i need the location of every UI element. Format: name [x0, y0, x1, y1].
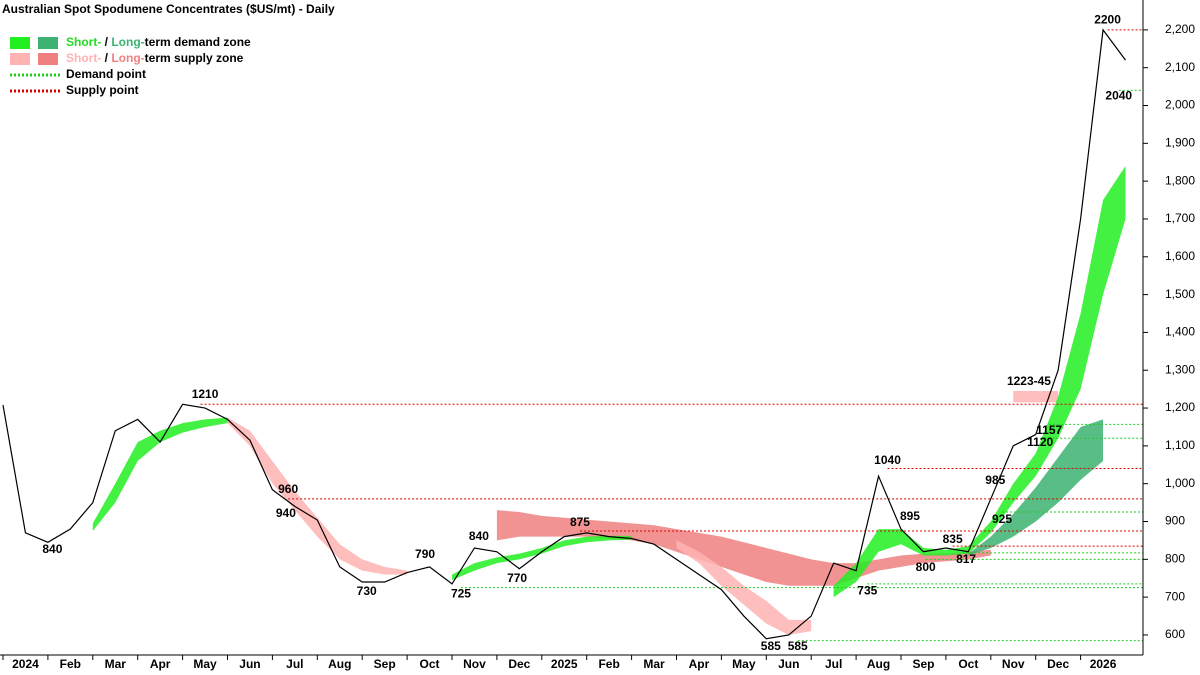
- x-tick-label: Aug: [328, 657, 351, 671]
- x-tick-label: 2026: [1090, 657, 1117, 671]
- point-label: 1223-45: [1007, 374, 1051, 388]
- y-tick-label: 900: [1165, 514, 1185, 528]
- y-tick-label: 1,900: [1165, 136, 1195, 150]
- x-tick-label: Nov: [1002, 657, 1025, 671]
- chart-title: Australian Spot Spodumene Concentrates (…: [2, 2, 335, 16]
- zone-band: [92, 417, 228, 531]
- point-label: 940: [276, 506, 296, 520]
- legend-entry: Short- / Long-term supply zone: [66, 51, 244, 65]
- plot-area: [2, 28, 1143, 642]
- legend-text: term supply zone: [145, 51, 244, 65]
- x-tick-label: 2024: [12, 657, 39, 671]
- legend-entry: Supply point: [66, 83, 139, 97]
- x-tick-label: Mar: [643, 657, 665, 671]
- y-tick-label: 1,700: [1165, 211, 1195, 225]
- y-tick-label: 700: [1165, 589, 1185, 603]
- y-tick-label: 1,800: [1165, 173, 1195, 187]
- x-tick-label: May: [193, 657, 217, 671]
- legend-swatch: [38, 37, 58, 49]
- point-label: 585: [761, 639, 781, 653]
- point-label: 840: [42, 542, 62, 556]
- x-tick-label: 2025: [551, 657, 578, 671]
- x-tick-label: Aug: [867, 657, 890, 671]
- y-tick-label: 600: [1165, 627, 1185, 641]
- zone-band: [833, 166, 1126, 598]
- price-line: [2, 28, 1126, 640]
- point-label: 2040: [1105, 89, 1132, 103]
- point-label: 817: [956, 552, 976, 566]
- point-label: 1120: [1027, 435, 1053, 449]
- legend-entry: Short- / Long-term demand zone: [66, 35, 251, 49]
- legend-entry: Demand point: [66, 67, 146, 81]
- y-tick-label: 1,100: [1165, 438, 1195, 452]
- y-tick-label: 1,200: [1165, 400, 1195, 414]
- x-tick-label: Oct: [958, 657, 978, 671]
- point-label: 895: [900, 509, 920, 523]
- y-tick-label: 1,000: [1165, 476, 1195, 490]
- point-label: 2200: [1094, 13, 1121, 27]
- x-tick-label: Apr: [689, 657, 710, 671]
- x-tick-label: Sep: [912, 657, 934, 671]
- y-tick-label: 800: [1165, 551, 1185, 565]
- point-label: 925: [992, 512, 1012, 526]
- x-tick-label: Jun: [239, 657, 260, 671]
- x-tick-label: Feb: [598, 657, 619, 671]
- x-tick-label: Oct: [420, 657, 440, 671]
- y-tick-label: 2,000: [1165, 98, 1195, 112]
- legend-swatch: [10, 53, 30, 65]
- y-tick-label: 1,600: [1165, 249, 1195, 263]
- x-tick-label: Dec: [508, 657, 530, 671]
- point-label: 735: [857, 583, 877, 597]
- legend-text: term demand zone: [145, 35, 251, 49]
- x-tick-label: Nov: [463, 657, 486, 671]
- point-label: 730: [357, 584, 377, 598]
- point-label: 770: [507, 571, 527, 585]
- x-tick-label: Dec: [1047, 657, 1069, 671]
- y-tick-label: 2,100: [1165, 60, 1195, 74]
- point-label: 985: [985, 473, 1005, 487]
- y-tick-label: 2,200: [1165, 22, 1195, 36]
- x-tick-label: Feb: [60, 657, 81, 671]
- zone-band: [968, 419, 1104, 556]
- legend-text: Long-: [111, 35, 144, 49]
- point-label: 725: [451, 586, 471, 600]
- y-tick-label: 1,300: [1165, 362, 1195, 376]
- zone-band: [676, 540, 812, 635]
- y-tick-label: 1,400: [1165, 325, 1195, 339]
- zone-band: [1013, 391, 1059, 403]
- x-tick-label: Jul: [825, 657, 842, 671]
- zone-band: [227, 417, 408, 575]
- point-label: 790: [415, 547, 435, 561]
- zone-band: [496, 510, 991, 586]
- point-label: 875: [570, 515, 590, 529]
- legend-swatch: [38, 53, 58, 65]
- x-tick-label: Sep: [374, 657, 396, 671]
- x-tick-label: May: [732, 657, 756, 671]
- x-tick-label: Mar: [105, 657, 127, 671]
- y-tick-label: 1,500: [1165, 287, 1195, 301]
- legend-swatch: [10, 37, 30, 49]
- legend-text: Short-: [66, 51, 101, 65]
- legend-text: Short-: [66, 35, 101, 49]
- x-tick-label: Jul: [286, 657, 303, 671]
- legend-text: /: [101, 51, 111, 65]
- point-label: 1210: [192, 387, 219, 401]
- legend-text: /: [101, 35, 111, 49]
- point-label: 1040: [874, 453, 901, 467]
- point-label: 960: [278, 482, 298, 496]
- point-label: 1157: [1036, 423, 1062, 437]
- point-label: 585: [788, 639, 808, 653]
- legend-text: Long-: [111, 51, 144, 65]
- legend-text: Supply point: [66, 83, 139, 97]
- point-label: 800: [916, 560, 936, 574]
- x-tick-label: Apr: [150, 657, 171, 671]
- legend-text: Demand point: [66, 67, 146, 81]
- point-label: 835: [943, 532, 963, 546]
- point-label: 840: [469, 529, 489, 543]
- x-tick-label: Jun: [778, 657, 799, 671]
